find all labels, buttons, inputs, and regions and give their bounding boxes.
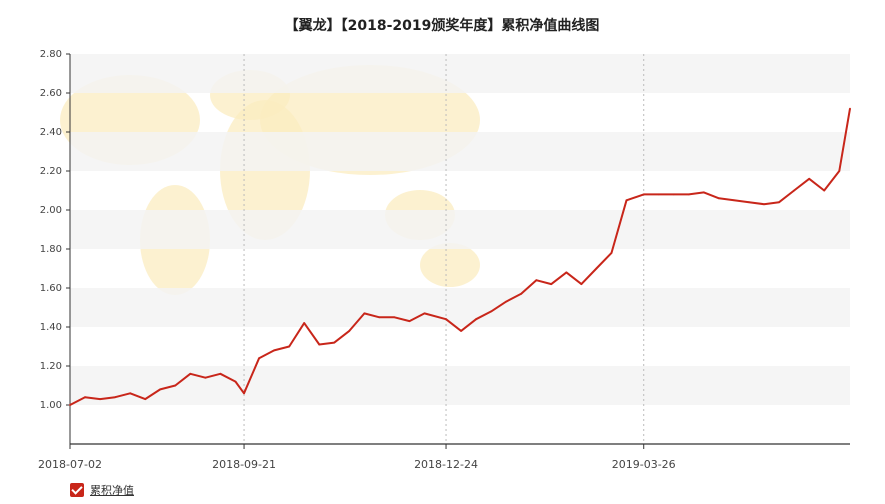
data-point [159,388,162,391]
data-point [505,300,508,303]
vertical-gridlines [69,54,645,449]
data-point [625,199,628,202]
data-point [793,189,796,192]
data-point [702,191,705,194]
data-point [460,330,462,332]
data-point [687,193,690,196]
data-point [550,283,553,285]
y-tick-labels: 1.00 1.20 1.40 1.60 1.80 2.00 2.20 2.40 2.60 2.80 [40,49,70,411]
legend[interactable]: 累积净值 [70,482,134,498]
data-point [672,193,675,196]
x-tick-label: 2019-03-26 [612,458,676,471]
world-map-watermark [60,65,480,295]
y-tick-label: 1.80 [40,244,62,255]
x-tick-labels: 2018-07-02 2018-09-21 2018-12-24 2019-03-26 [38,458,676,471]
x-tick-label: 2018-12-24 [414,458,478,471]
grid-band [70,288,850,327]
y-tick-label: 1.40 [40,322,62,333]
data-point [363,312,366,315]
data-point [144,398,147,401]
data-point [657,193,660,196]
data-point [849,107,851,110]
data-point [204,376,207,379]
data-point [520,292,523,295]
data-point [642,193,645,196]
data-point [610,252,613,254]
data-point [243,392,245,395]
data-point [763,203,765,206]
chart-title: 【翼龙】【2018-2019颁奖年度】累积净值曲线图 [285,17,600,34]
data-point [445,318,447,321]
y-tick-label: 2.60 [40,88,62,99]
data-point [189,372,192,375]
y-tick-label: 2.00 [40,205,62,216]
data-point [535,279,538,282]
data-point [393,316,396,319]
data-point [84,396,86,399]
data-point [348,330,351,332]
data-point [733,199,735,202]
data-point [378,316,381,319]
data-point [273,349,276,352]
legend-label[interactable]: 累积净值 [90,484,134,497]
y-tick-label: 2.80 [40,49,62,60]
data-point [565,271,568,274]
y-tick-label: 1.60 [40,283,62,294]
data-point [258,357,260,360]
y-tick-label: 2.20 [40,166,62,177]
data-point [475,318,478,321]
data-point [114,396,117,399]
data-point [129,392,132,395]
grid-band [70,210,850,249]
data-point [808,177,811,180]
data-point [718,197,720,200]
data-point [778,201,780,204]
y-tick-label: 2.40 [40,127,62,138]
data-point [490,310,493,313]
data-point [408,320,411,323]
data-point [748,201,750,204]
grid-band [70,132,850,171]
continent-shape [420,243,480,287]
data-point [219,372,222,375]
data-point [333,341,336,344]
data-point [318,343,321,346]
data-point [423,312,426,315]
data-point [838,170,841,172]
data-point [174,384,177,387]
grid-bands [70,54,850,405]
y-tick-label: 1.20 [40,361,62,372]
data-point [288,345,291,348]
data-point [69,404,71,406]
series-line-layer [69,107,851,406]
grid-band [70,366,850,405]
data-point [823,189,826,192]
data-point [303,322,306,324]
data-point [595,267,598,270]
y-tick-label: 1.00 [40,400,62,411]
legend-checkbox-icon[interactable] [70,483,84,497]
grid-band [70,54,850,93]
data-point [580,283,583,285]
data-point [234,380,237,383]
x-tick-label: 2018-09-21 [212,458,276,471]
data-point [99,398,101,401]
x-tick-label: 2018-07-02 [38,458,102,471]
